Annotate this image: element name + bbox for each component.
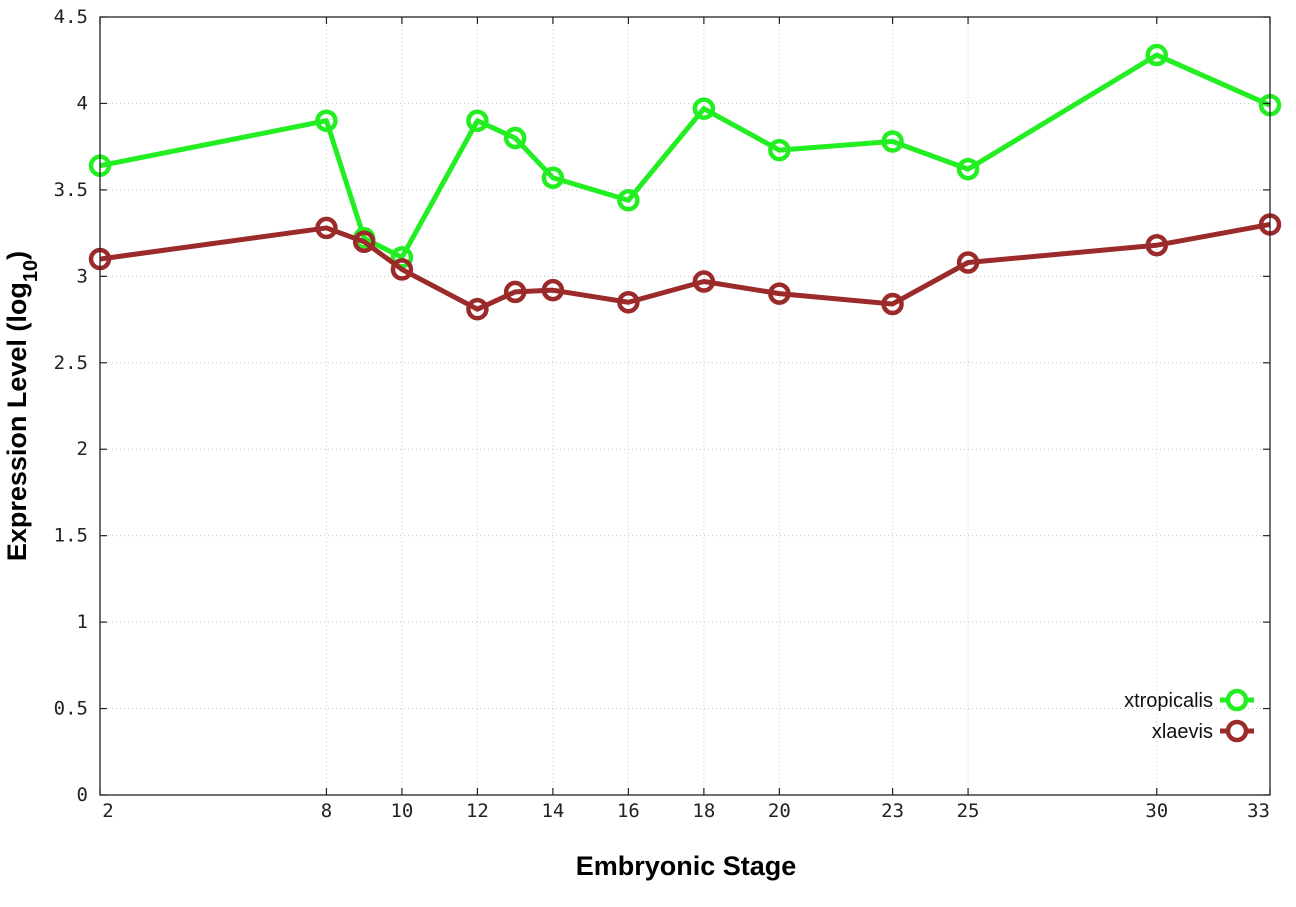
data-point-xlaevis xyxy=(1145,233,1169,257)
axis-ticks: 0 0.5 1 1.5 2 2.5 3 3.5 4 4.5 2 8 10 12 14 16 18 20 23 25 30… xyxy=(54,6,1271,822)
legend-label-xlaevis: xlaevis xyxy=(1152,721,1213,743)
data-point-xtropicalis xyxy=(390,246,414,269)
plot-marks xyxy=(88,43,1282,321)
y-tick-label: 3.5 xyxy=(54,179,88,201)
y-tick-label: 4 xyxy=(77,92,88,114)
data-point-xtropicalis xyxy=(692,97,716,120)
legend-label-xtropicalis: xtropicalis xyxy=(1124,690,1213,712)
x-axis-title: Embryonic Stage xyxy=(576,851,797,881)
legend: xtropicalis xlaevis xyxy=(1124,688,1254,743)
x-tick-label: 8 xyxy=(321,800,332,822)
y-tick-label: 1 xyxy=(77,611,88,633)
data-point-xlaevis xyxy=(315,216,338,240)
data-point-xlaevis xyxy=(503,280,527,304)
y-tick-label: 1.5 xyxy=(54,525,88,547)
series-line-xlaevis xyxy=(99,222,1271,312)
data-point-xtropicalis xyxy=(956,157,980,181)
x-tick-label: 16 xyxy=(617,800,640,822)
y-axis-title-subscript: 10 xyxy=(20,260,42,282)
data-point-xtropicalis xyxy=(503,126,527,150)
y-axis-title-main: Expression Level (log xyxy=(2,282,32,561)
x-tick-label: 2 xyxy=(102,800,113,822)
legend-swatch-marker-xlaevis xyxy=(1225,719,1249,743)
x-tick-label: 25 xyxy=(957,800,980,822)
data-point-xlaevis xyxy=(617,291,640,314)
data-point-xtropicalis xyxy=(768,138,791,162)
data-point-xlaevis xyxy=(692,270,716,293)
data-point-xtropicalis xyxy=(541,166,565,190)
data-point-xtropicalis xyxy=(315,109,338,132)
series-line-xtropicalis xyxy=(99,52,1272,260)
data-point-xlaevis xyxy=(352,230,376,254)
data-point-xtropicalis xyxy=(881,130,904,153)
x-tick-label: 20 xyxy=(768,800,791,822)
x-tick-label: 33 xyxy=(1247,800,1270,822)
data-point-xlaevis xyxy=(956,251,980,274)
y-axis-title-close: ) xyxy=(2,251,32,260)
x-tick-label: 12 xyxy=(466,800,489,822)
y-tick-label: 0 xyxy=(77,784,88,806)
data-point-xtropicalis xyxy=(466,109,489,132)
data-point-xlaevis xyxy=(466,297,489,321)
data-point-xlaevis xyxy=(881,292,904,316)
data-point-xlaevis xyxy=(390,258,414,281)
x-tick-label: 10 xyxy=(390,800,413,822)
y-tick-label: 2 xyxy=(77,438,88,460)
y-tick-label: 0.5 xyxy=(54,698,88,720)
legend-swatch-marker-xtropicalis xyxy=(1225,688,1249,712)
y-tick-label: 4.5 xyxy=(54,6,88,28)
x-tick-label: 14 xyxy=(541,800,564,822)
y-tick-label: 2.5 xyxy=(54,352,88,374)
data-point-xtropicalis xyxy=(1145,43,1169,67)
data-point-xlaevis xyxy=(541,278,565,302)
grid xyxy=(100,17,1270,795)
x-tick-label: 18 xyxy=(692,800,715,822)
data-point-xlaevis xyxy=(768,282,791,305)
plot-frame xyxy=(99,16,1271,796)
x-tick-label: 23 xyxy=(881,800,904,822)
y-tick-label: 3 xyxy=(77,265,88,287)
x-tick-label: 30 xyxy=(1145,800,1168,822)
data-point-xtropicalis xyxy=(617,189,640,212)
y-axis-title: Expression Level (log10) xyxy=(2,251,42,561)
